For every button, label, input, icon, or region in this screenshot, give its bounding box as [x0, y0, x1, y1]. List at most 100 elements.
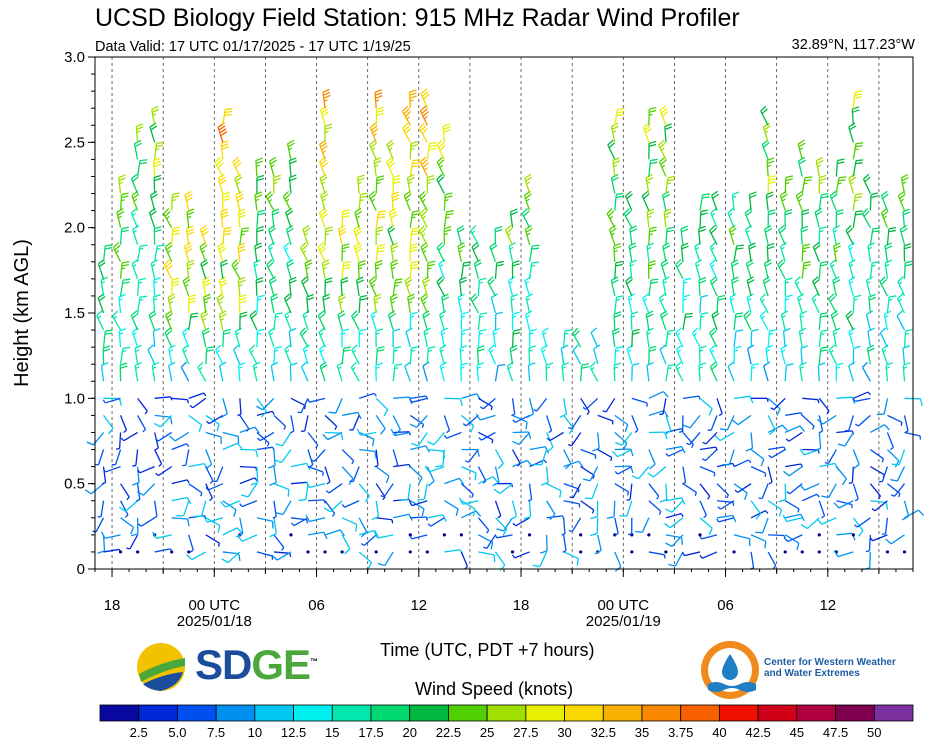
wind-barb — [582, 466, 599, 482]
wind-barb — [154, 449, 163, 467]
wind-barb — [613, 533, 617, 537]
wind-barb — [423, 327, 431, 348]
wind-barb — [878, 466, 889, 483]
wind-barb — [733, 244, 744, 262]
wind-barb — [239, 227, 250, 245]
wind-barb — [727, 207, 735, 228]
wind-barb — [238, 294, 247, 314]
wind-barb — [368, 276, 377, 297]
wind-barb — [409, 500, 425, 517]
wind-barb — [903, 260, 913, 279]
wind-barb — [186, 259, 195, 279]
wind-barb — [272, 500, 277, 519]
x-tick-date-label: 2025/01/19 — [586, 613, 661, 630]
x-tick-label: 12 — [410, 597, 427, 614]
wind-barb — [699, 193, 711, 211]
colorbar-swatch — [370, 704, 411, 722]
wind-barb — [861, 208, 871, 228]
wind-barb — [408, 550, 412, 554]
wind-barb — [492, 327, 500, 348]
wind-barb — [602, 397, 616, 413]
wind-barb — [120, 517, 135, 535]
wind-barb — [478, 431, 496, 441]
wind-barb — [709, 225, 718, 246]
wind-barb — [886, 226, 897, 245]
wind-barb — [302, 224, 311, 245]
wind-barb — [629, 259, 637, 279]
wind-barb — [324, 277, 333, 296]
wind-barb — [828, 344, 837, 365]
wind-barb — [152, 293, 161, 314]
wind-barb — [642, 122, 652, 143]
wind-barb — [443, 210, 454, 228]
wind-barb — [387, 224, 396, 245]
wind-barb — [102, 397, 121, 404]
wind-barb — [797, 139, 806, 160]
wind-barb — [322, 88, 331, 109]
wind-barb — [299, 327, 309, 348]
wind-barb — [336, 361, 344, 382]
wind-barb — [184, 190, 193, 211]
wind-barb — [861, 361, 871, 382]
wind-barb — [356, 174, 365, 194]
colorbar-swatch — [215, 704, 256, 722]
wind-barb — [526, 398, 535, 419]
wind-barb — [380, 483, 394, 498]
wind-barb — [168, 361, 176, 382]
wind-barb — [529, 459, 547, 468]
wind-barb — [341, 500, 360, 508]
wind-barb — [171, 397, 189, 404]
colorbar-swatch — [525, 704, 565, 722]
wind-barb — [817, 533, 821, 537]
wind-barb — [275, 500, 292, 516]
wind-barb — [375, 362, 384, 382]
wind-barb — [835, 466, 848, 486]
wind-barb — [885, 550, 890, 554]
wind-barb — [783, 550, 787, 554]
wind-barb — [830, 310, 839, 331]
wind-barb — [521, 207, 531, 228]
wind-barb — [785, 431, 803, 442]
wind-barb — [402, 122, 412, 143]
wind-barb — [745, 432, 754, 452]
wind-barb — [801, 243, 811, 262]
wind-barb — [814, 207, 823, 228]
wind-barb — [903, 243, 912, 262]
wind-barb — [750, 449, 765, 467]
wind-barb — [785, 513, 805, 522]
wind-barb — [392, 363, 403, 382]
wind-barb — [133, 139, 142, 160]
wind-barb — [768, 534, 786, 540]
wind-barb — [392, 415, 401, 436]
colorbar-swatch — [602, 704, 643, 722]
wind-barb — [512, 459, 533, 468]
wind-barb — [648, 431, 668, 440]
wind-barb — [592, 432, 600, 452]
wind-barb — [375, 210, 387, 228]
wind-barb — [285, 207, 294, 228]
wind-barb — [188, 534, 194, 553]
wind-barb — [478, 551, 496, 563]
wind-barb — [215, 344, 224, 365]
wind-barb — [273, 551, 292, 558]
wind-barb — [837, 432, 854, 447]
wind-barb — [375, 466, 390, 484]
wind-barb — [699, 551, 718, 559]
wind-barb — [337, 293, 346, 314]
wind-barb — [869, 261, 880, 279]
wind-barb — [492, 466, 500, 487]
wind-barb — [115, 432, 122, 450]
wind-barb — [205, 483, 224, 491]
wind-barb — [698, 276, 707, 296]
wind-barb — [507, 276, 516, 297]
colorbar-title: Wind Speed (knots) — [415, 679, 574, 699]
wind-barb — [490, 293, 498, 314]
wind-barb — [794, 276, 803, 297]
wind-barb — [608, 224, 617, 245]
wind-barb — [134, 344, 142, 365]
wind-barb — [629, 225, 638, 245]
wind-barb — [818, 346, 829, 365]
wind-barb — [646, 327, 654, 348]
wind-barb — [375, 175, 385, 194]
wind-barb — [254, 191, 263, 211]
